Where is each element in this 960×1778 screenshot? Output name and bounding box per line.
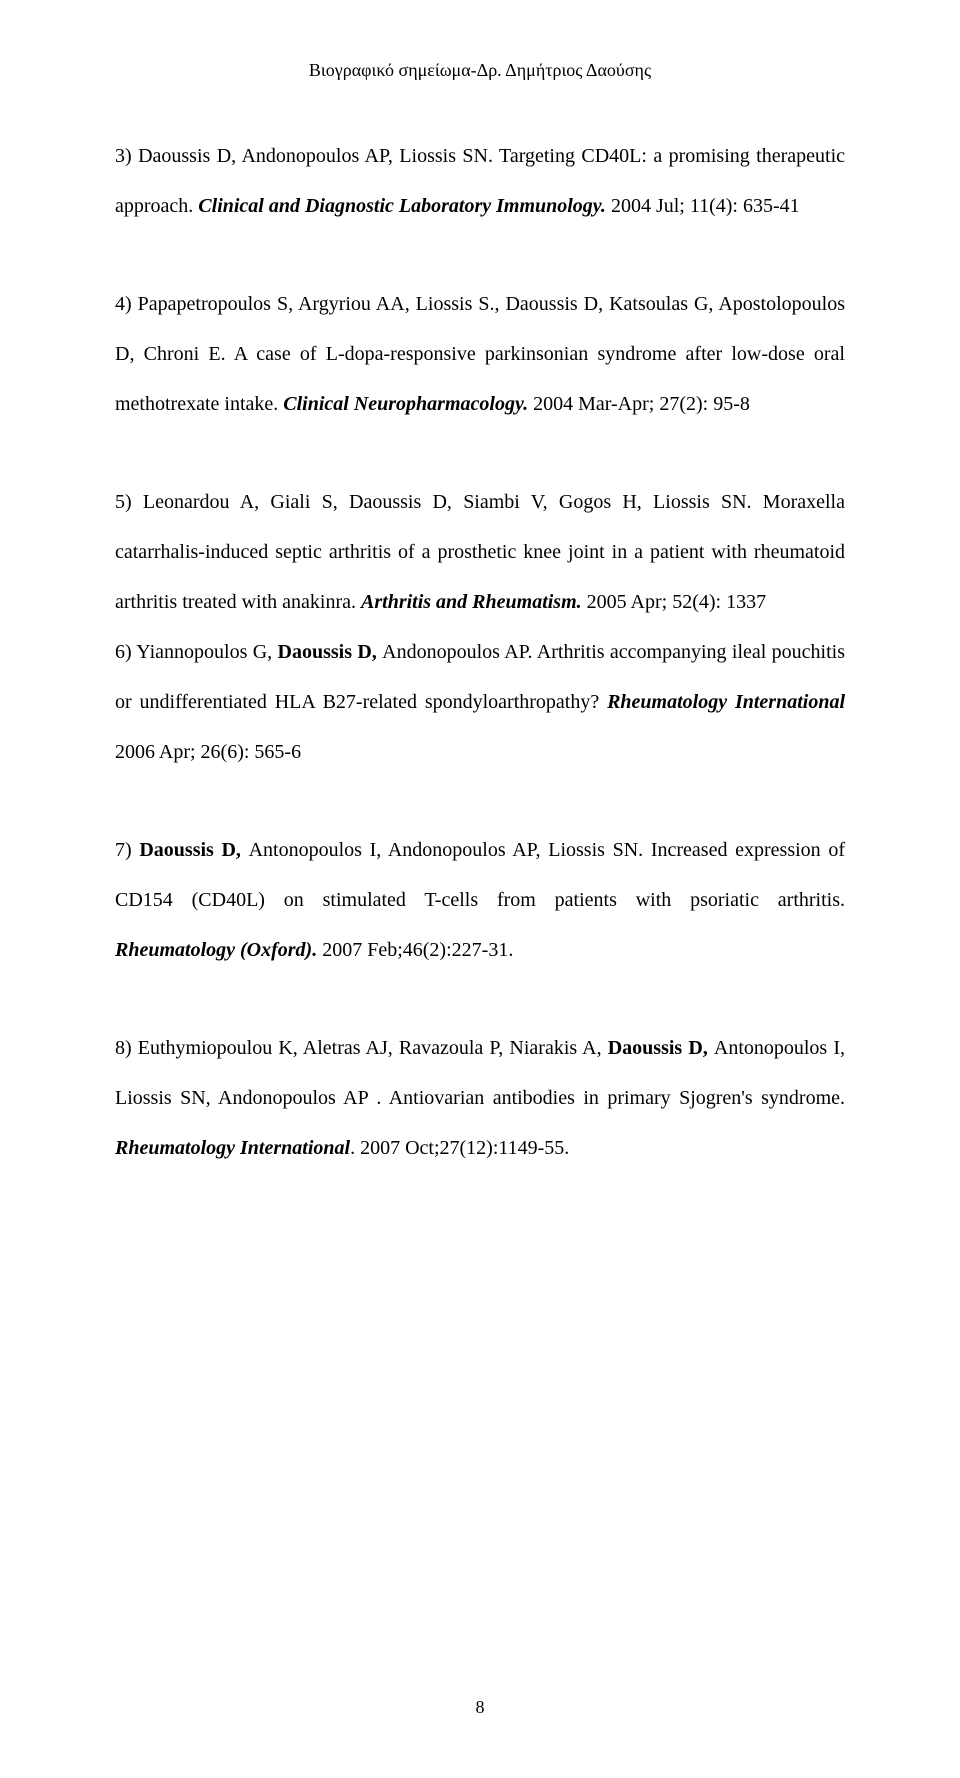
entry-citation: 2007 Feb;46(2):227-31. <box>322 939 513 961</box>
reference-entry-3: 3) Daoussis D, Andonopoulos AP, Liossis … <box>115 131 845 231</box>
entry-citation: 2004 Mar-Apr; 27(2): 95-8 <box>533 393 750 415</box>
entry-text: 6) Yiannopoulos G, <box>115 641 278 663</box>
journal-title: Clinical Neuropharmacology. <box>283 393 533 415</box>
journal-title: Clinical and Diagnostic Laboratory Immun… <box>198 195 611 217</box>
reference-entry-5: 5) Leonardou A, Giali S, Daoussis D, Sia… <box>115 477 845 627</box>
author-bold: Daoussis D, <box>278 641 383 663</box>
journal-title: Rheumatology International <box>115 1137 350 1159</box>
entry-citation: 2006 Apr; 26(6): 565-6 <box>115 741 301 763</box>
author-bold: Daoussis D, <box>608 1037 714 1059</box>
reference-entry-4: 4) Papapetropoulos S, Argyriou AA, Lioss… <box>115 279 845 429</box>
page-number: 8 <box>0 1697 960 1718</box>
content-area: 3) Daoussis D, Andonopoulos AP, Liossis … <box>115 131 845 1173</box>
entry-text: 8) Euthymiopoulou K, Aletras AJ, Ravazou… <box>115 1037 608 1059</box>
journal-title: Rheumatology International <box>607 691 845 713</box>
entry-text: 7) <box>115 839 139 861</box>
entry-citation: . 2007 Oct;27(12):1149-55. <box>350 1137 569 1159</box>
entry-citation: 2005 Apr; 52(4): 1337 <box>587 591 766 613</box>
reference-entry-8: 8) Euthymiopoulou K, Aletras AJ, Ravazou… <box>115 1023 845 1173</box>
reference-entry-7: 7) Daoussis D, Antonopoulos I, Andonopou… <box>115 825 845 975</box>
journal-title: Arthritis and Rheumatism. <box>361 591 587 613</box>
page-header: Βιογραφικό σημείωμα-Δρ. Δημήτριος Δαούση… <box>115 60 845 81</box>
entry-citation: 2004 Jul; 11(4): 635-41 <box>611 195 800 217</box>
author-bold: Daoussis D, <box>139 839 248 861</box>
journal-title: Rheumatology (Oxford). <box>115 939 322 961</box>
reference-entry-6: 6) Yiannopoulos G, Daoussis D, Andonopou… <box>115 627 845 777</box>
